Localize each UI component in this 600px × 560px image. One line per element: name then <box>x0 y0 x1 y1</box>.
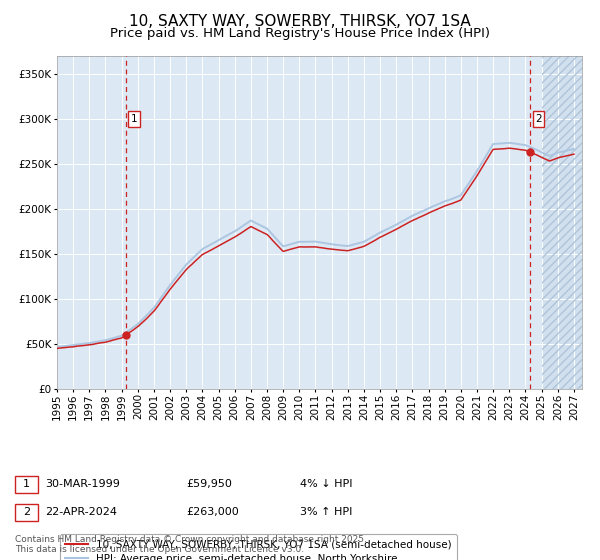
Text: 1: 1 <box>23 479 30 489</box>
Bar <box>542 56 582 389</box>
Text: 4% ↓ HPI: 4% ↓ HPI <box>300 479 353 489</box>
Bar <box>542 56 582 389</box>
Text: 1: 1 <box>130 114 137 124</box>
Text: Price paid vs. HM Land Registry's House Price Index (HPI): Price paid vs. HM Land Registry's House … <box>110 27 490 40</box>
Text: 10, SAXTY WAY, SOWERBY, THIRSK, YO7 1SA: 10, SAXTY WAY, SOWERBY, THIRSK, YO7 1SA <box>129 14 471 29</box>
Text: 30-MAR-1999: 30-MAR-1999 <box>45 479 120 489</box>
Text: 2: 2 <box>535 114 542 124</box>
Text: 3% ↑ HPI: 3% ↑ HPI <box>300 507 352 517</box>
Text: 2: 2 <box>23 507 30 517</box>
Text: 22-APR-2024: 22-APR-2024 <box>45 507 117 517</box>
Text: £263,000: £263,000 <box>186 507 239 517</box>
Text: Contains HM Land Registry data © Crown copyright and database right 2025.
This d: Contains HM Land Registry data © Crown c… <box>15 535 367 554</box>
Legend: 10, SAXTY WAY, SOWERBY, THIRSK, YO7 1SA (semi-detached house), HPI: Average pric: 10, SAXTY WAY, SOWERBY, THIRSK, YO7 1SA … <box>59 534 457 560</box>
Text: £59,950: £59,950 <box>186 479 232 489</box>
